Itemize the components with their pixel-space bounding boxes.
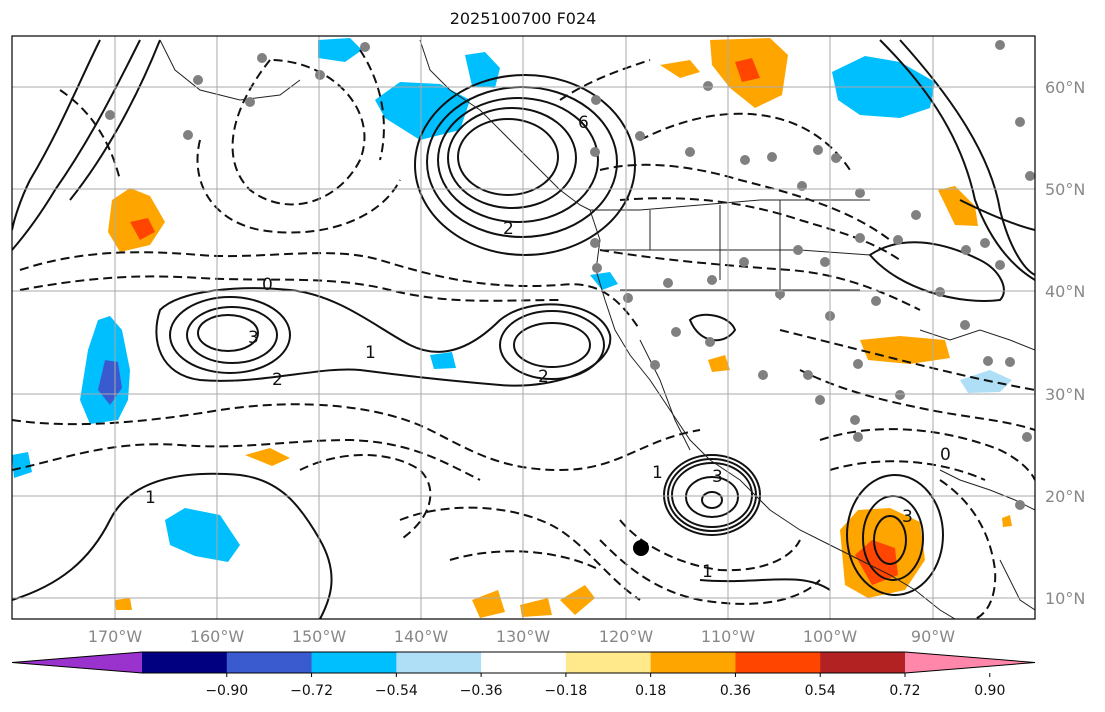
colorbar-tick-label: 0.90: [974, 683, 1005, 699]
lon-label-150w: 150°W: [292, 627, 347, 646]
colorbar: −0.90 −0.72 −0.54 −0.36 −0.18 0.18 0.36 0.54 0.7…: [11, 651, 1036, 699]
colorbar-tick-label: −0.36: [460, 683, 503, 699]
lat-label-50n: 50°N: [1045, 180, 1085, 199]
lon-label-170w: 170°W: [88, 627, 143, 646]
contour-label: 3: [902, 507, 913, 527]
orange-shade: [520, 598, 552, 617]
blue-shade: [960, 370, 1012, 393]
colorbar-tick-label: 0.72: [889, 683, 920, 699]
lon-label-110w: 110°W: [701, 627, 756, 646]
colorbar-outline: [11, 651, 1036, 674]
lon-label-130w: 130°W: [496, 627, 551, 646]
coastlines: [159, 39, 1035, 619]
contour-label: 0: [262, 275, 273, 295]
orange-shade: [860, 336, 950, 364]
colorbar-swatch: [311, 652, 397, 673]
blue-shade: [590, 272, 618, 290]
lon-label-100w: 100°W: [803, 627, 858, 646]
orange-shade: [1002, 515, 1012, 527]
lon-labels: 170°W 160°W 150°W 140°W 130°W 120°W 110°…: [88, 627, 955, 646]
orange-shade: [660, 60, 700, 78]
orange-shade: [560, 585, 595, 615]
contour-label: 6: [578, 113, 589, 133]
contour-label: 0: [940, 445, 951, 465]
contour-label: 1: [145, 488, 156, 508]
colorbar-swatch: [650, 652, 736, 673]
dashed-contours: [12, 49, 1035, 619]
lat-label-60n: 60°N: [1045, 78, 1085, 97]
colorbar-tick-label: −0.18: [544, 683, 587, 699]
red-shade: [735, 58, 760, 82]
red-shade: [130, 218, 155, 240]
colorbar-swatch: [735, 652, 821, 673]
colorbar-swatch: [565, 652, 652, 673]
lat-labels: 60°N 50°N 40°N 30°N 20°N 10°N: [1045, 78, 1085, 608]
lat-label-20n: 20°N: [1045, 487, 1085, 506]
contour-label: 1: [652, 463, 663, 483]
contour-label: 1: [702, 562, 713, 582]
orange-shade: [245, 448, 290, 466]
colorbar-swatch: [820, 652, 906, 673]
contour-label: 2: [272, 370, 283, 390]
colorbar-tick-label: −0.54: [375, 683, 418, 699]
storm-marker: [633, 540, 649, 556]
lat-label-40n: 40°N: [1045, 282, 1085, 301]
orange-shade: [115, 598, 132, 610]
blue-shade: [318, 38, 362, 62]
colorbar-swatch: [226, 652, 313, 673]
contour-label: 3: [248, 328, 259, 348]
lon-label-120w: 120°W: [599, 627, 654, 646]
lon-label-140w: 140°W: [394, 627, 449, 646]
lat-label-30n: 30°N: [1045, 385, 1085, 404]
colorbar-extend-low: [12, 652, 142, 673]
contour-label: 2: [538, 367, 549, 387]
blue-shade: [12, 452, 32, 478]
map-title: 2025100700 F024: [449, 9, 597, 28]
blue-shade: [165, 508, 240, 562]
station-dots: [105, 40, 1035, 510]
orange-shade: [938, 186, 978, 226]
lat-label-10n: 10°N: [1045, 589, 1085, 608]
orange-shade: [108, 188, 165, 252]
contour-label: 1: [365, 343, 376, 363]
lon-label-160w: 160°W: [190, 627, 245, 646]
colorbar-swatch: [481, 652, 567, 673]
contour-label: 2: [503, 219, 514, 239]
colorbar-swatch: [142, 652, 228, 673]
colorbar-tick-label: 0.36: [720, 683, 751, 699]
blue-shade: [375, 82, 470, 140]
colorbar-extend-high: [905, 652, 1035, 673]
colorbar-tick-label: −0.72: [290, 683, 333, 699]
colorbar-tick-label: 0.18: [635, 683, 666, 699]
gridlines: [12, 36, 1035, 619]
map-frame: [11, 35, 1036, 620]
blue-shade: [430, 352, 456, 369]
colorbar-tick-label: −0.90: [205, 683, 248, 699]
lon-label-90w: 90°W: [911, 627, 955, 646]
orange-shade: [708, 355, 730, 372]
orange-shade: [472, 590, 505, 618]
colorbar-swatch: [396, 652, 482, 673]
colorbar-tick-label: 0.54: [805, 683, 836, 699]
contour-labels: 3 1 2 0 2 6 2 3 1 1 1 0 3: [145, 113, 951, 582]
contour-label: 3: [712, 467, 723, 487]
